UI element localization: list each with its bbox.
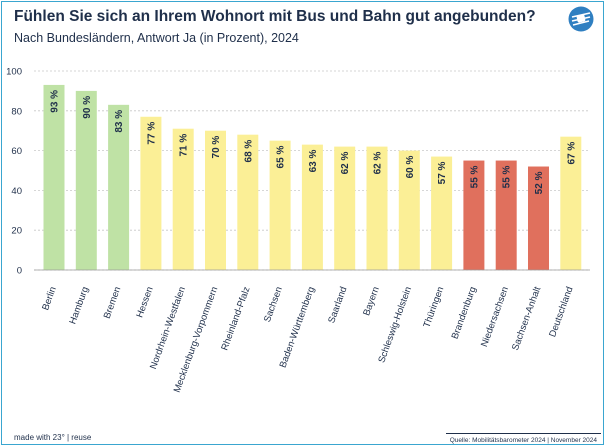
- chart-subtitle: Nach Bundesländern, Antwort Ja (in Proze…: [14, 31, 299, 45]
- x-category-label: Hamburg: [67, 285, 91, 325]
- bar-value-label: 55 %: [502, 165, 513, 188]
- bar: [237, 134, 259, 270]
- bar: [398, 150, 420, 270]
- bar-value-label: 52 %: [534, 171, 545, 194]
- y-tick-label: 60: [11, 146, 22, 157]
- bar-value-label: 63 %: [308, 150, 319, 173]
- x-category-label: Niedersachsen: [479, 285, 511, 348]
- x-category-label: Deutschland: [547, 285, 575, 338]
- chart-title: Fühlen Sie sich an Ihrem Wohnort mit Bus…: [14, 8, 536, 25]
- bar-value-label: 71 %: [179, 134, 190, 157]
- bar-value-label: 70 %: [211, 136, 222, 159]
- y-tick-label: 80: [11, 106, 22, 117]
- bar-value-label: 90 %: [82, 96, 93, 119]
- x-category-label: Berlin: [40, 285, 59, 312]
- bar: [334, 146, 356, 270]
- x-category-label: Brandenburg: [450, 285, 479, 340]
- bar: [301, 144, 323, 270]
- tram-logo-icon: [568, 6, 594, 32]
- bar-value-label: 62 %: [340, 152, 351, 175]
- bar: [205, 130, 226, 270]
- x-category-label: Thüringen: [421, 285, 446, 329]
- y-tick-label: 100: [6, 67, 22, 78]
- x-category-label: Bremen: [102, 285, 124, 320]
- bar: [463, 160, 485, 270]
- bar: [75, 90, 97, 271]
- bar-value-label: 77 %: [146, 122, 157, 145]
- x-category-label: Rheinland-Pfalz: [219, 285, 252, 352]
- x-category-label: Saarland: [326, 285, 349, 324]
- bar-value-label: 68 %: [243, 140, 254, 163]
- y-tick-label: 40: [11, 186, 22, 197]
- x-category-label: Nordrhein-Westfalen: [148, 285, 188, 370]
- bar-value-label: 65 %: [276, 146, 287, 169]
- bar-value-label: 55 %: [469, 165, 480, 188]
- bar-value-label: 93 %: [50, 90, 61, 113]
- made-with-label: made with 23° | reuse: [14, 433, 92, 442]
- bar-value-label: 83 %: [114, 110, 125, 133]
- y-tick-label: 20: [11, 226, 22, 237]
- bar: [172, 128, 194, 270]
- bar: [560, 136, 582, 270]
- y-tick-label: 0: [17, 266, 22, 277]
- bar-value-label: 67 %: [566, 142, 577, 165]
- x-category-label: Baden-Württemberg: [278, 285, 318, 369]
- bar: [431, 156, 453, 270]
- x-category-label: Bayern: [361, 285, 382, 317]
- bar: [269, 140, 291, 270]
- bar: [366, 146, 388, 270]
- source-note: Quelle: Mobilitätsbarometer 2024 | Novem…: [445, 433, 602, 444]
- bar: [528, 166, 549, 270]
- bar: [43, 84, 65, 271]
- bar-value-label: 62 %: [373, 152, 384, 175]
- bar-value-label: 57 %: [437, 161, 448, 184]
- bar-value-label: 60 %: [405, 155, 416, 178]
- x-category-label: Sachsen: [262, 285, 285, 324]
- bar: [140, 116, 162, 271]
- bar: [108, 104, 130, 270]
- x-category-label: Hessen: [134, 285, 155, 319]
- x-category-label: Schleswig-Holstein: [376, 285, 414, 364]
- bar: [495, 160, 517, 270]
- x-category-label: Sachsen-Anhalt: [510, 285, 543, 352]
